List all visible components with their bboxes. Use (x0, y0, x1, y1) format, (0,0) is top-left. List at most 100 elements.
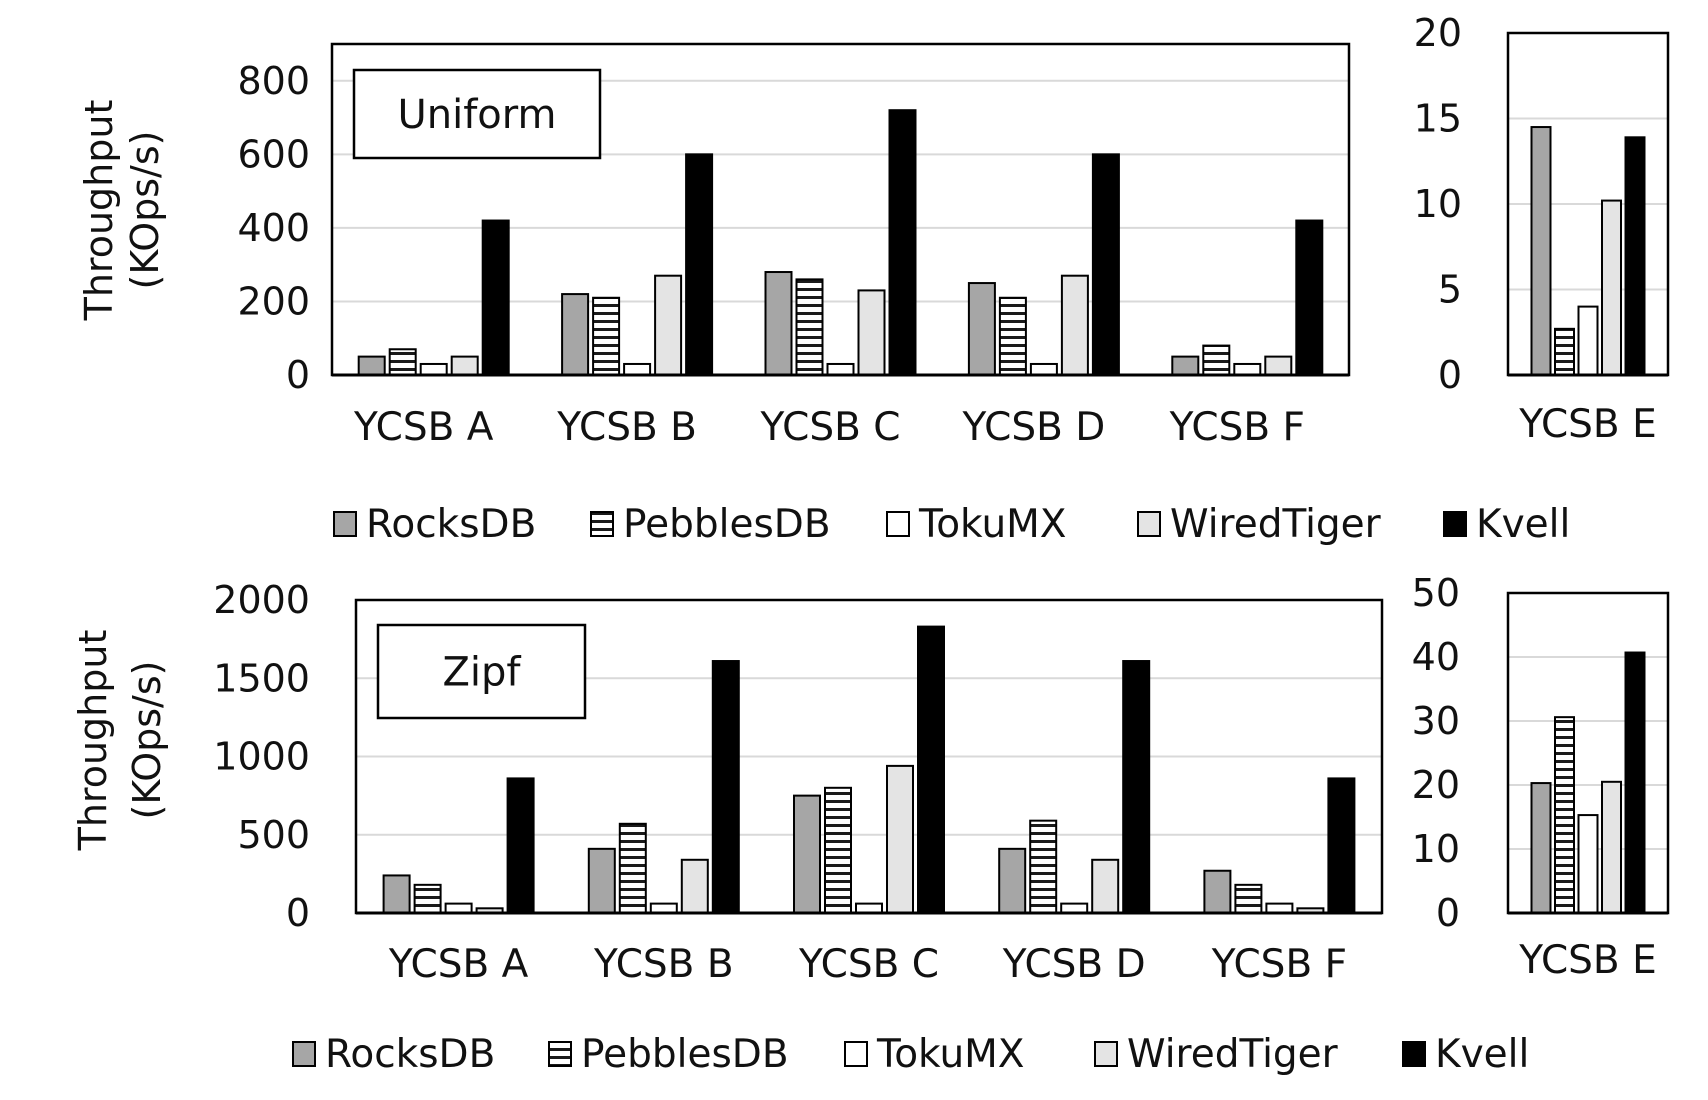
bar-tokumx-ycsb-c (826, 362, 855, 377)
y-tick-label: 0 (286, 891, 310, 935)
legend: RocksDB PebblesDB TokuMX WiredTiger Kvell (292, 1032, 1529, 1077)
y-tick-label: 20 (1412, 763, 1460, 807)
bar-kvell-ycsb-e (1624, 651, 1646, 915)
bar-kvell-ycsb-f (1327, 777, 1356, 914)
bar-kvell-ycsb-c (917, 625, 945, 914)
y-tick-label: 10 (1412, 827, 1460, 871)
y-axis-label: (KOps/s) (125, 661, 169, 820)
bar-wiredtiger-ycsb-b (654, 274, 683, 377)
y-tick-label: 10 (1414, 182, 1462, 226)
y-tick-label: 1000 (213, 735, 310, 779)
y-tick-label: 2000 (213, 578, 310, 622)
y-tick-label: 0 (286, 353, 310, 397)
bar-rocksdb-ycsb-f (1171, 355, 1200, 377)
y-tick-label: 600 (237, 132, 310, 176)
bar-pebblesdb-ycsb-c (824, 786, 852, 914)
bar-kvell-ycsb-a (506, 777, 535, 914)
legend-label-wiredtiger: WiredTiger (1170, 502, 1382, 547)
y-tick-label: 50 (1412, 571, 1460, 615)
y-tick-label: 500 (237, 813, 310, 857)
legend-swatch-wiredtiger (1094, 1041, 1118, 1067)
bar-wiredtiger-ycsb-c (857, 289, 886, 376)
legend-swatch-tokumx (844, 1041, 868, 1067)
bar-pebblesdb-ycsb-a (388, 348, 417, 376)
bar-wiredtiger-ycsb-d (1060, 274, 1089, 377)
legend-swatch-pebblesdb (590, 511, 614, 537)
y-tick-label: 1500 (213, 656, 310, 700)
x-category-label: YCSB F (1211, 942, 1347, 987)
legend-label-rocksdb: RocksDB (325, 1032, 495, 1077)
y-tick-label: 20 (1414, 11, 1462, 55)
plot-frame (1506, 591, 1670, 915)
bar-tokumx-ycsb-e (1577, 305, 1599, 377)
bar-rocksdb-ycsb-d (967, 282, 996, 376)
bar-pebblesdb-ycsb-d (998, 296, 1027, 376)
x-category-label: YCSB C (798, 942, 939, 987)
bar-pebblesdb-ycsb-a (413, 883, 442, 915)
bar-tokumx-ycsb-e (1577, 814, 1599, 915)
x-category-label: YCSB D (1002, 942, 1146, 987)
x-category-label: YCSB A (353, 405, 494, 450)
y-axis-label: Throughput (77, 100, 121, 322)
y-tick-label: 15 (1414, 97, 1462, 141)
y-axis-label: (KOps/s) (123, 131, 167, 290)
bottom-side-panel: 0 10 20 30 40 50 YCSB E (1412, 571, 1670, 983)
bar-rocksdb-ycsb-a (382, 874, 411, 915)
bar-tokumx-ycsb-b (623, 362, 652, 377)
x-category-label: YCSB A (388, 942, 529, 987)
bar-pebblesdb-ycsb-b (618, 822, 647, 914)
bar-kvell-ycsb-b (685, 153, 714, 376)
legend-swatch-kvell (1402, 1041, 1426, 1067)
bar-wiredtiger-ycsb-d (1091, 858, 1120, 914)
y-tick-label: 0 (1436, 891, 1460, 935)
annotation-label: Zipf (443, 650, 522, 696)
bar-kvell-ycsb-d (1091, 153, 1120, 376)
y-tick-label: 0 (1438, 353, 1462, 397)
bar-pebblesdb-ycsb-b (592, 296, 621, 376)
bar-rocksdb-ycsb-f (1203, 869, 1232, 914)
bar-rocksdb-ycsb-b (561, 293, 590, 377)
annotation-box (352, 68, 602, 160)
legend: RocksDB PebblesDB TokuMX WiredTiger Kvell (333, 502, 1570, 547)
legend-label-rocksdb: RocksDB (366, 502, 536, 547)
bar-pebblesdb-ycsb-e (1554, 327, 1575, 376)
x-category-label: YCSB E (1518, 402, 1656, 447)
plot-frame (354, 598, 1384, 915)
x-category-label: YCSB C (759, 405, 900, 450)
bar-kvell-ycsb-d (1122, 660, 1151, 914)
bar-wiredtiger-ycsb-e (1601, 199, 1622, 376)
bar-pebblesdb-ycsb-f (1234, 883, 1263, 915)
legend-swatch-wiredtiger (1137, 511, 1161, 537)
legend-label-pebblesdb: PebblesDB (581, 1032, 789, 1077)
bar-kvell-ycsb-b (711, 660, 740, 914)
bar-tokumx-ycsb-d (1029, 362, 1058, 377)
y-tick-label: 40 (1412, 635, 1460, 679)
bar-rocksdb-ycsb-e (1530, 126, 1552, 376)
legend-label-wiredtiger: WiredTiger (1127, 1032, 1339, 1077)
y-tick-label: 800 (237, 59, 310, 103)
annotation-box (376, 623, 587, 720)
bar-rocksdb-ycsb-d (998, 847, 1027, 915)
legend-swatch-kvell (1443, 511, 1467, 537)
legend-swatch-rocksdb (333, 511, 357, 537)
bar-rocksdb-ycsb-e (1530, 782, 1552, 915)
bar-wiredtiger-ycsb-b (680, 858, 709, 914)
bar-kvell-ycsb-f (1295, 219, 1324, 376)
y-tick-label: 400 (237, 206, 310, 250)
bar-wiredtiger-ycsb-a (450, 355, 479, 377)
legend-label-tokumx: TokuMX (876, 1032, 1025, 1077)
y-tick-label: 30 (1412, 699, 1460, 743)
y-tick-label: 5 (1438, 268, 1462, 312)
legend-label-kvell: Kvell (1476, 502, 1570, 547)
bar-rocksdb-ycsb-c (793, 794, 821, 914)
x-category-label: YCSB B (556, 405, 697, 450)
legend-label-tokumx: TokuMX (918, 502, 1067, 547)
legend-swatch-tokumx (886, 511, 910, 537)
bar-kvell-ycsb-a (481, 219, 510, 376)
x-category-label: YCSB E (1518, 938, 1656, 983)
top-side-panel: 0 5 10 15 20 YCSB E (1414, 11, 1670, 447)
plot-frame (330, 42, 1351, 377)
legend-swatch-rocksdb (292, 1041, 316, 1067)
bar-rocksdb-ycsb-c (764, 271, 793, 376)
